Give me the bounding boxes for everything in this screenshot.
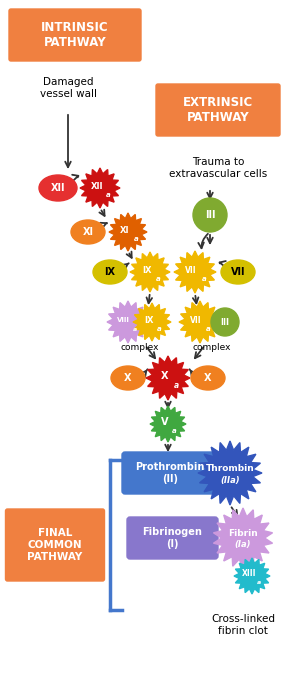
Polygon shape (80, 168, 120, 208)
Polygon shape (107, 301, 149, 343)
Text: X: X (204, 373, 212, 383)
Polygon shape (130, 252, 170, 292)
Text: XII: XII (51, 183, 65, 193)
Polygon shape (198, 441, 262, 505)
Text: Fibrin: Fibrin (228, 529, 258, 538)
Polygon shape (179, 301, 221, 343)
Text: Prothrombin
(II): Prothrombin (II) (135, 462, 205, 484)
Text: a: a (257, 580, 261, 585)
Text: XI: XI (82, 227, 94, 237)
Ellipse shape (191, 366, 225, 390)
Text: XII: XII (91, 182, 103, 191)
Ellipse shape (71, 220, 105, 244)
Text: XI: XI (120, 225, 130, 234)
Text: a: a (172, 428, 176, 434)
Text: a: a (156, 276, 160, 282)
Circle shape (193, 198, 227, 232)
Circle shape (211, 308, 239, 336)
Polygon shape (133, 303, 171, 341)
Text: VII: VII (190, 316, 202, 325)
Text: Damaged
vessel wall: Damaged vessel wall (39, 77, 97, 99)
Text: X: X (124, 373, 132, 383)
Ellipse shape (93, 260, 127, 284)
Text: X: X (161, 371, 169, 381)
Text: Trauma to
extravascular cells: Trauma to extravascular cells (169, 157, 267, 179)
Ellipse shape (39, 175, 77, 201)
Text: Cross-linked
fibrin clot: Cross-linked fibrin clot (211, 614, 275, 636)
Text: a: a (206, 326, 210, 332)
Text: VII: VII (185, 265, 197, 274)
Text: a: a (106, 192, 110, 198)
Text: III: III (221, 317, 229, 327)
Ellipse shape (111, 366, 145, 390)
FancyBboxPatch shape (156, 84, 280, 136)
FancyBboxPatch shape (122, 452, 218, 494)
FancyBboxPatch shape (9, 9, 141, 61)
Text: (Ia): (Ia) (235, 540, 251, 549)
Text: Fibrinogen
(I): Fibrinogen (I) (142, 527, 202, 549)
Text: a: a (202, 276, 206, 282)
FancyBboxPatch shape (5, 509, 104, 581)
Text: a: a (173, 381, 178, 390)
Text: IX: IX (142, 265, 152, 274)
Text: XIII: XIII (242, 569, 256, 578)
Text: V: V (161, 417, 169, 427)
Polygon shape (234, 558, 270, 594)
Text: VIII: VIII (116, 317, 129, 323)
Text: a: a (133, 327, 137, 332)
Text: a: a (134, 236, 138, 242)
Text: EXTRINSIC
PATHWAY: EXTRINSIC PATHWAY (183, 96, 253, 124)
Polygon shape (146, 356, 190, 400)
Text: INTRINSIC
PATHWAY: INTRINSIC PATHWAY (41, 21, 109, 49)
Polygon shape (174, 251, 216, 293)
Text: VII: VII (231, 267, 245, 277)
Polygon shape (150, 406, 186, 442)
Text: (IIa): (IIa) (220, 475, 240, 484)
Text: complex: complex (193, 343, 231, 352)
Text: III: III (205, 210, 215, 220)
Polygon shape (109, 213, 147, 251)
FancyBboxPatch shape (127, 517, 218, 559)
Polygon shape (213, 508, 272, 568)
Text: complex: complex (121, 343, 159, 352)
Text: IX: IX (144, 316, 154, 325)
Text: IX: IX (104, 267, 116, 277)
Ellipse shape (221, 260, 255, 284)
Text: Thrombin: Thrombin (206, 464, 254, 473)
Text: a: a (157, 326, 161, 332)
Text: FINAL
COMMON
PATHWAY: FINAL COMMON PATHWAY (27, 529, 83, 562)
